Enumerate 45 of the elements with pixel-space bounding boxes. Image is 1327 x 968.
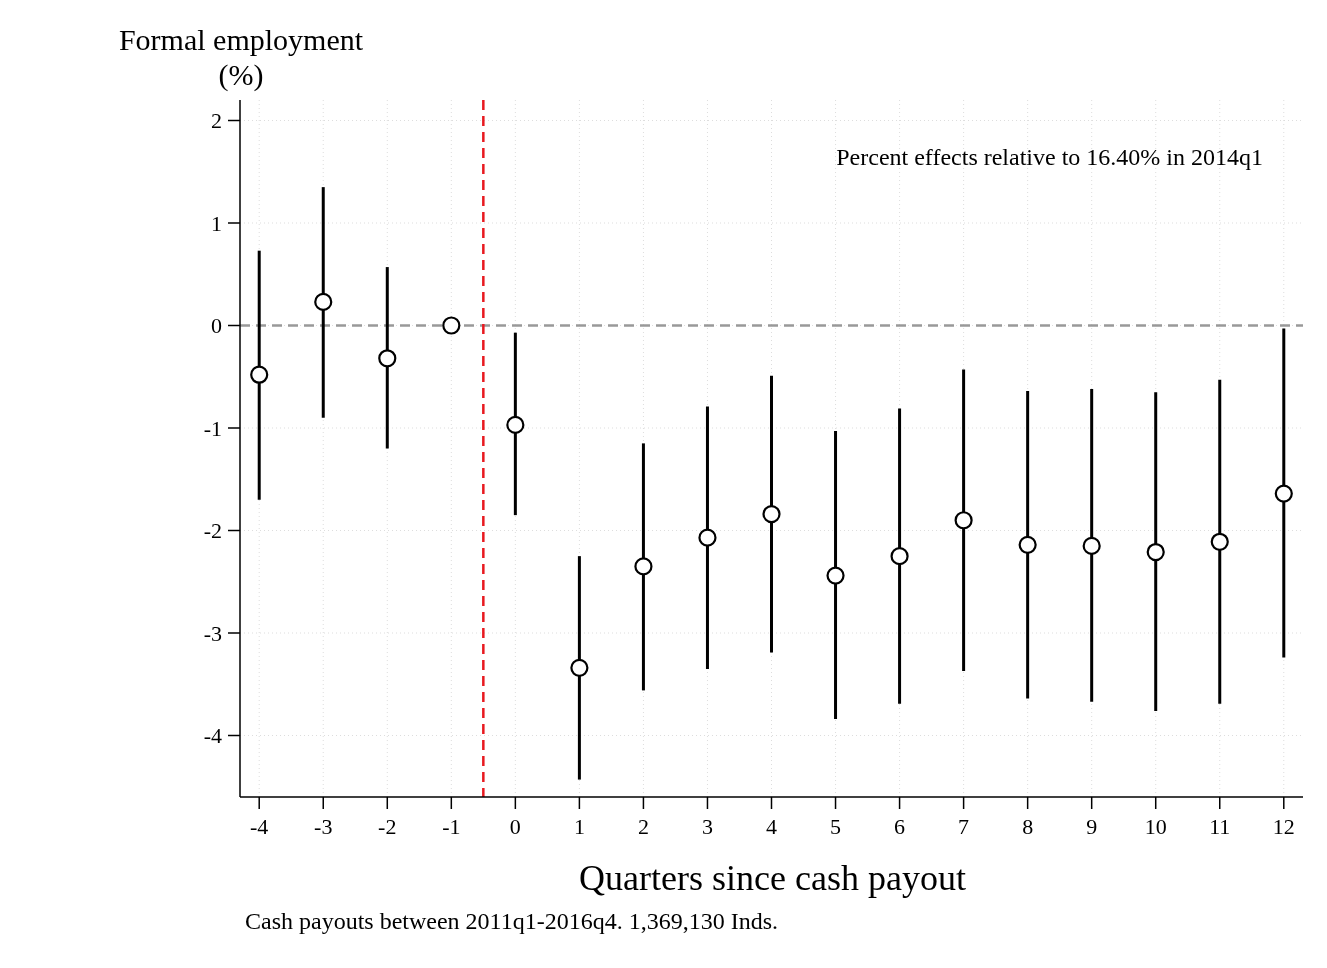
x-tick-label: -4: [250, 814, 269, 839]
x-tick-label: -1: [442, 814, 461, 839]
point: [1082, 536, 1101, 555]
y-tick-label: -2: [203, 518, 222, 543]
x-tick-label: 8: [1022, 814, 1034, 839]
y-axis-title: Formal employment (%): [118, 23, 364, 92]
x-tick-label: 12: [1272, 814, 1295, 839]
x-tick-label: -3: [314, 814, 333, 839]
y-tick-label: 0: [211, 313, 222, 338]
y-tick-label: -1: [203, 415, 222, 441]
point: [1274, 484, 1293, 503]
x-tick-label: 0: [509, 814, 521, 839]
y-tick-label: 2: [211, 108, 222, 133]
x-tick-label: 7: [958, 814, 970, 839]
point: [890, 547, 909, 566]
point: [826, 566, 845, 585]
point: [762, 505, 781, 524]
y-tick-label: 1: [211, 210, 222, 236]
point: [378, 349, 397, 368]
x-tick-label: 6: [894, 814, 906, 839]
point: [1146, 542, 1165, 562]
x-tick-label: 11: [1209, 814, 1231, 839]
point: [314, 292, 333, 312]
point: [698, 528, 717, 547]
y-tick-label: -4: [203, 723, 222, 748]
x-tick-label: 3: [701, 814, 713, 839]
point: [1210, 532, 1229, 551]
point: [634, 557, 653, 576]
x-tick-label: -2: [378, 814, 397, 839]
x-tick-label: 10: [1144, 814, 1167, 839]
y-tick-label: -3: [203, 620, 222, 646]
point: [570, 658, 589, 677]
point: [506, 415, 525, 435]
x-tick-label: 1: [573, 814, 585, 839]
point: [954, 511, 973, 530]
x-tick-label: 9: [1086, 814, 1098, 839]
point: [250, 365, 269, 384]
x-tick-label: 2: [637, 814, 649, 839]
point: [442, 316, 461, 335]
text: Cash payouts between 2011q1-2016q4. 1,369,130 Inds.: [245, 908, 779, 934]
x-tick-label: 4: [766, 814, 777, 839]
x-tick-label: 5: [830, 814, 842, 839]
annotation: Percent effects relative to 16.40% in 2014q1: [836, 144, 1263, 170]
x-axis-title: Quarters since cash payout: [579, 858, 966, 898]
point: [1018, 535, 1037, 554]
